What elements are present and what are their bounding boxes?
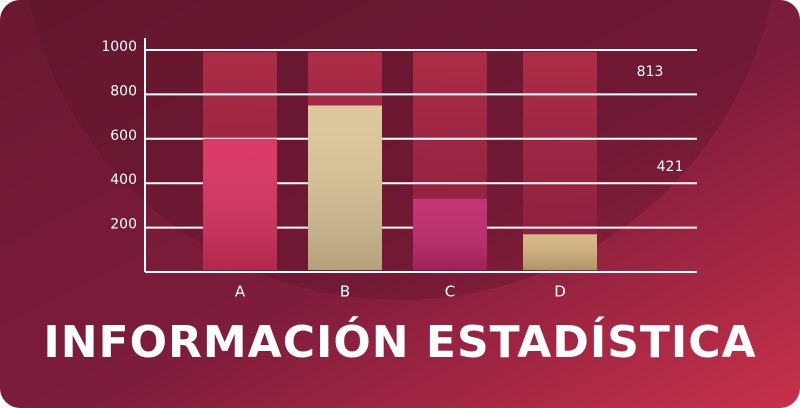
x-tick-label: D [554,283,566,301]
y-tick-label: 600 [110,128,137,144]
bar-shade [413,198,487,270]
y-tick-label: 1000 [101,39,137,55]
annotation: 813 [637,64,664,80]
x-tick-label: B [340,283,350,301]
x-tick-label: C [445,283,455,301]
plot: 200 400 600 800 1000 A B C D 813 421 [101,38,697,301]
bar-shade [203,138,277,270]
y-tick-label: 400 [110,172,137,188]
y-tick-label: 800 [110,83,137,99]
card-title: INFORMACIÓN ESTADÍSTICA [43,315,756,368]
bar-shade [523,234,597,270]
bar-shade [308,105,382,270]
annotation: 421 [657,159,684,175]
y-tick-label: 200 [110,217,137,233]
bar-background [523,52,597,270]
x-tick-label: A [235,283,246,301]
